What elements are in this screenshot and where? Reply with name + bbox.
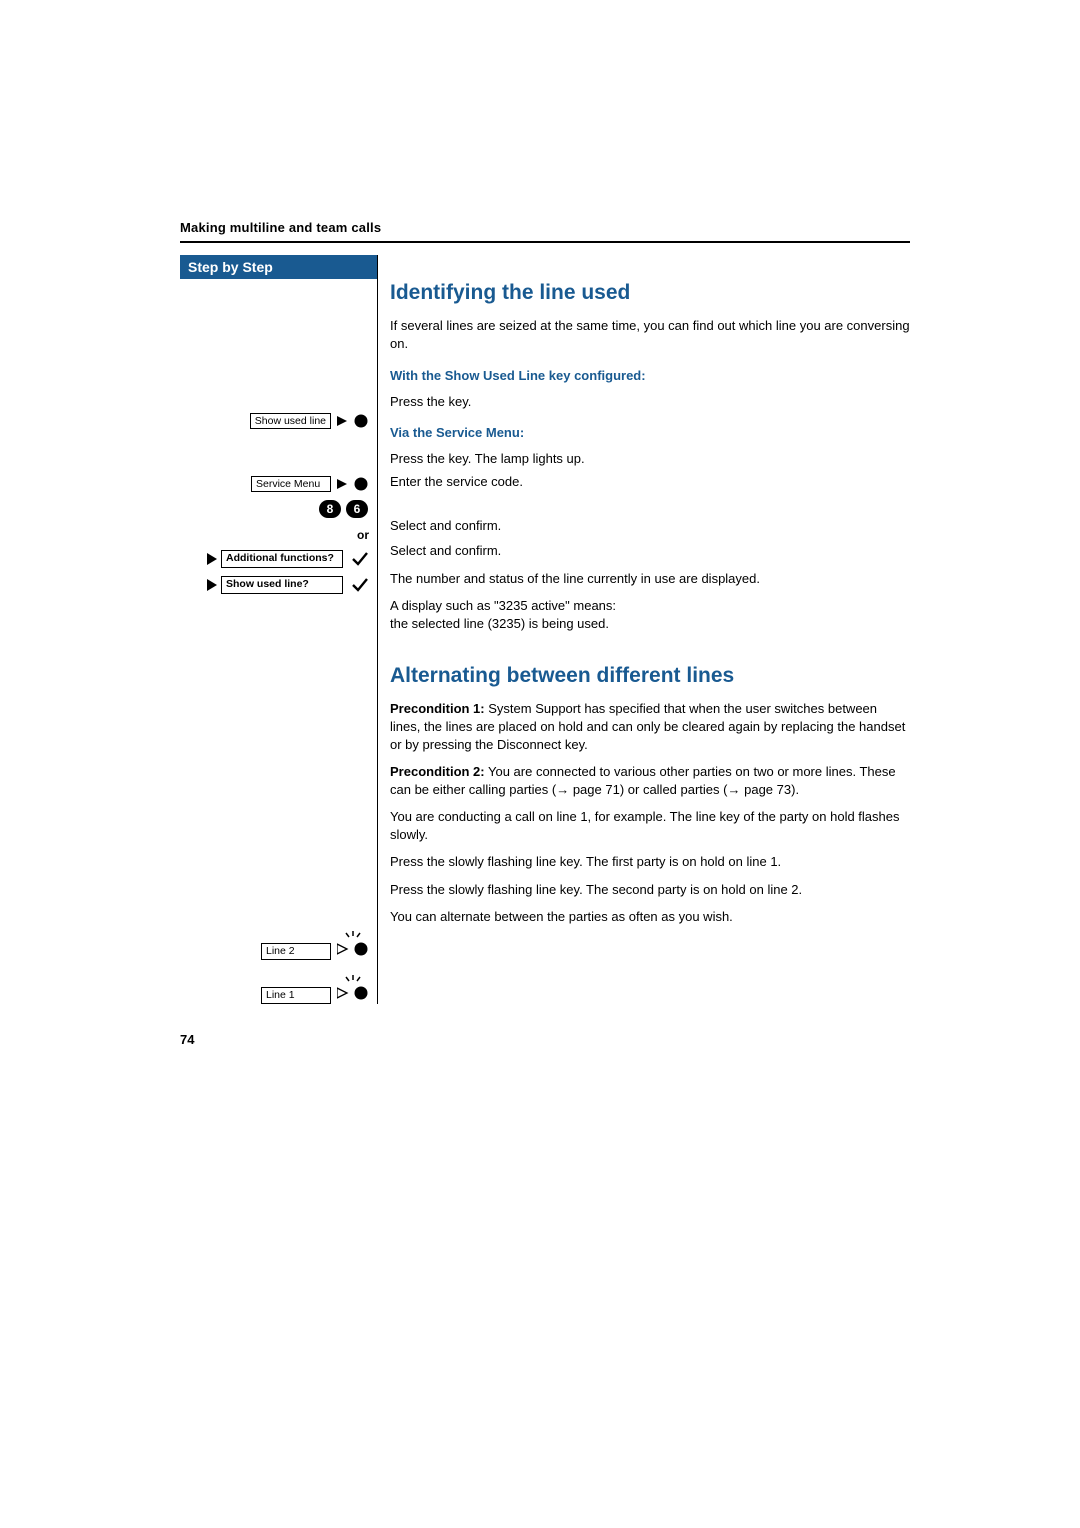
para-line1-action: Press the slowly flashing line key. The …: [390, 881, 910, 899]
key-label-show-used-line: Show used line: [250, 413, 331, 430]
precondition-2-body-b: ) or called parties (: [620, 782, 728, 797]
or-label: or: [180, 528, 377, 542]
key-label-line-1: Line 1: [261, 987, 331, 1004]
para-precondition-2: Precondition 2: You are connected to var…: [390, 763, 910, 798]
svg-text:8: 8: [327, 502, 334, 516]
right-column: Identifying the line used If several lin…: [378, 255, 910, 1004]
para-number-status: The number and status of the line curren…: [390, 570, 910, 588]
step-by-step-header: Step by Step: [180, 255, 377, 279]
led-key-icon: [337, 414, 371, 428]
digit-key-6-icon: 6: [345, 499, 369, 519]
key-label-service-menu: Service Menu: [251, 476, 331, 493]
triangle-icon: [207, 553, 217, 565]
para-line2-action: Press the slowly flashing line key. The …: [390, 853, 910, 871]
precondition-2-label: Precondition 2:: [390, 764, 485, 779]
menu-label-additional-functions: Additional functions?: [221, 550, 343, 568]
left-body: Show used line Service Menu 8: [180, 279, 377, 1004]
check-icon: [351, 551, 369, 567]
precondition-2-body-c: ).: [791, 782, 799, 797]
subhead-show-used-line-key: With the Show Used Line key configured:: [390, 368, 910, 383]
triangle-icon: [207, 579, 217, 591]
para-press-key-2: Press the key. The lamp lights up.: [390, 450, 910, 468]
page-ref-73[interactable]: page 73: [744, 782, 791, 797]
para-intro: If several lines are seized at the same …: [390, 317, 910, 352]
key-row-service-menu: Service Menu: [180, 472, 377, 496]
precondition-1-label: Precondition 1:: [390, 701, 485, 716]
check-icon: [351, 577, 369, 593]
para-precondition-1: Precondition 1: System Support has speci…: [390, 700, 910, 753]
para-display-example: A display such as "3235 active" means: t…: [390, 597, 910, 632]
para-enter-code: Enter the service code.: [390, 473, 910, 491]
led-key-icon: [337, 477, 371, 491]
para-alternate: You can alternate between the parties as…: [390, 908, 910, 926]
para-display-example-a: A display such as "3235 active" means:: [390, 598, 616, 613]
subhead-via-service-menu: Via the Service Menu:: [390, 425, 910, 440]
running-header: Making multiline and team calls: [180, 220, 910, 235]
digit-key-8-icon: 8: [318, 499, 342, 519]
menu-row-additional-functions: Additional functions?: [180, 546, 377, 572]
menu-label-show-used-line: Show used line?: [221, 576, 343, 594]
heading-identifying-line: Identifying the line used: [390, 281, 910, 305]
arrow-icon: →: [556, 782, 573, 797]
key-label-line-2: Line 2: [261, 943, 331, 960]
code-digits-row: 8 6: [180, 496, 377, 522]
page: Making multiline and team calls Step by …: [0, 0, 1080, 1107]
para-select-confirm-2: Select and confirm.: [390, 542, 910, 560]
menu-row-show-used-line: Show used line?: [180, 572, 377, 598]
para-conducting-call: You are conducting a call on line 1, for…: [390, 808, 910, 843]
key-row-show-used-line: Show used line: [180, 409, 377, 433]
para-display-example-b: the selected line (3235) is being used.: [390, 616, 609, 631]
key-row-line-1: Line 1: [180, 960, 377, 1004]
page-number: 74: [180, 1032, 910, 1047]
flashing-led-key-icon: [337, 930, 371, 960]
para-press-key-1: Press the key.: [390, 393, 910, 411]
left-column: Step by Step Show used line Service Menu: [180, 255, 378, 1004]
content-columns: Step by Step Show used line Service Menu: [180, 255, 910, 1004]
svg-text:6: 6: [354, 502, 361, 516]
heading-alternating: Alternating between different lines: [390, 664, 910, 688]
para-select-confirm-1: Select and confirm.: [390, 517, 910, 535]
header-rule: [180, 241, 910, 243]
page-ref-71[interactable]: page 71: [573, 782, 620, 797]
key-row-line-2: Line 2: [180, 920, 377, 960]
arrow-icon: →: [727, 782, 744, 797]
flashing-led-key-icon: [337, 974, 371, 1004]
